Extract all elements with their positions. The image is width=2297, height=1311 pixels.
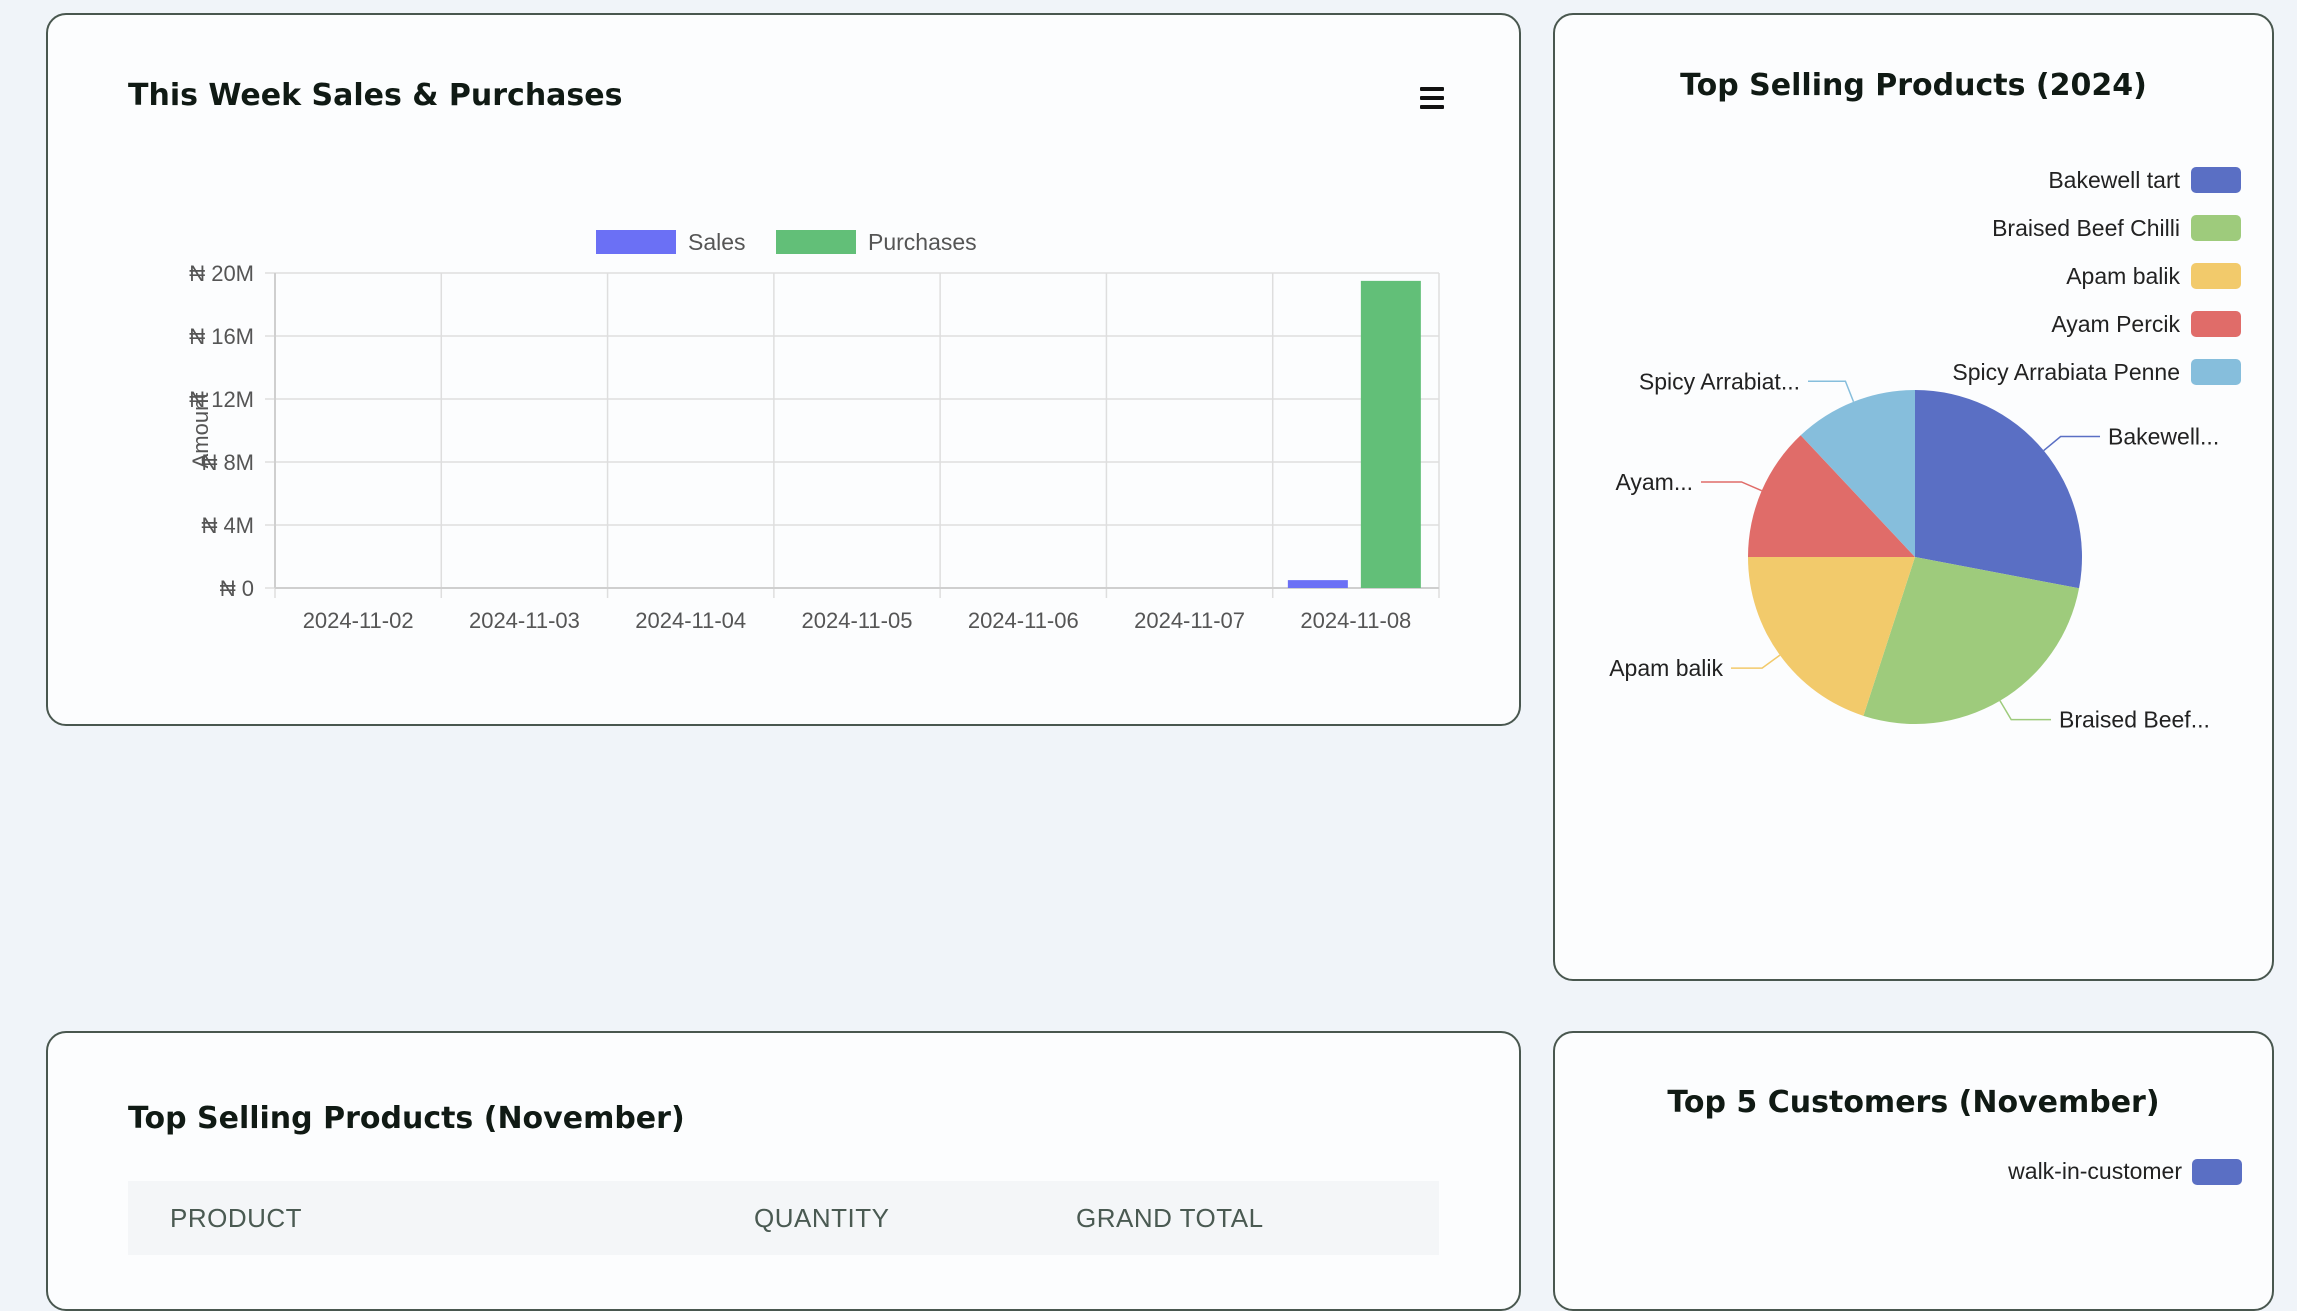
legend-label: Purchases xyxy=(868,229,977,255)
pie-slice-label: Spicy Arrabiat... xyxy=(1639,368,1800,394)
legend-label: Sales xyxy=(688,229,746,255)
top-year-card-title: Top Selling Products (2024) xyxy=(1680,68,2147,103)
top-month-card-title: Top Selling Products (November) xyxy=(128,1101,685,1136)
pie-legend-label: Bakewell tart xyxy=(2048,167,2180,193)
pie-legend-label: Apam balik xyxy=(2066,263,2180,289)
pie-leader-line xyxy=(1731,654,1781,669)
column-header-grand-total[interactable]: GRAND TOTAL xyxy=(1076,1203,1264,1233)
customers-card-title: Top 5 Customers (November) xyxy=(1667,1085,2160,1120)
bar-sales xyxy=(1287,580,1348,588)
pie-slice-label: Ayam... xyxy=(1615,469,1693,495)
pie-slice-label: Apam balik xyxy=(1609,655,1723,681)
table-header-row: PRODUCT QUANTITY GRAND TOTAL xyxy=(128,1181,1439,1255)
x-tick-label: 2024-11-03 xyxy=(469,608,580,633)
top-selling-products-month-card: Top Selling Products (November) PRODUCT … xyxy=(46,1031,1521,1311)
x-tick-label: 2024-11-07 xyxy=(1134,608,1245,633)
y-axis-title: Amount xyxy=(188,393,213,469)
sales-purchases-card: This Week Sales & Purchases ₦ 0 ₦ 4M ₦ 8M ₦… xyxy=(46,13,1521,726)
sales-card-title: This Week Sales & Purchases xyxy=(128,78,623,113)
legend-swatch xyxy=(776,230,856,254)
customers-legend-swatch xyxy=(2192,1158,2242,1185)
pie-slice-label: Braised Beef... xyxy=(2059,707,2210,733)
pie-slice[interactable] xyxy=(1748,435,1915,557)
pie-leader-line xyxy=(1808,380,1855,403)
pie-slice[interactable] xyxy=(1863,557,2080,724)
y-tick-label: ₦ 12M xyxy=(189,387,254,412)
x-tick-label: 2024-11-02 xyxy=(303,608,414,633)
bar-purchases xyxy=(1360,280,1421,588)
column-header-quantity[interactable]: QUANTITY xyxy=(754,1203,890,1233)
y-tick-label: ₦ 20M xyxy=(189,261,254,286)
pie-legend-item[interactable]: Bakewell tart xyxy=(2048,167,2241,193)
top-selling-products-year-card: Top Selling Products (2024) Bakewell tar… xyxy=(1553,13,2274,981)
pie-legend-label: Braised Beef Chilli xyxy=(1992,215,2180,241)
top-selling-products-pie-chart: Bakewell tart Braised Beef Chilli Apam bal… xyxy=(1609,167,2241,733)
customers-legend-label: walk-in-customer xyxy=(2008,1158,2182,1184)
column-header-product[interactable]: PRODUCT xyxy=(170,1203,303,1233)
pie-legend-item[interactable]: Spicy Arrabiata Penne xyxy=(1952,359,2241,385)
pie-leader-line xyxy=(1701,481,1763,492)
pie-legend-item[interactable]: Ayam Percik xyxy=(2051,311,2241,337)
y-tick-label: ₦ 8M xyxy=(201,450,254,475)
y-tick-label: ₦ 16M xyxy=(189,324,254,349)
pie-legend-swatch xyxy=(2191,311,2241,337)
customers-legend-item[interactable]: walk-in-customer xyxy=(2008,1158,2242,1185)
pie-legend-label: Spicy Arrabiata Penne xyxy=(1952,359,2180,385)
x-tick-label: 2024-11-08 xyxy=(1300,608,1411,633)
pie-legend-item[interactable]: Braised Beef Chilli xyxy=(1992,215,2241,241)
x-tick-label: 2024-11-04 xyxy=(635,608,746,633)
pie-slice[interactable] xyxy=(1748,557,1915,716)
pie-legend-swatch xyxy=(2191,263,2241,289)
pie-slice[interactable] xyxy=(1915,390,2082,589)
y-tick-label: ₦ 4M xyxy=(201,513,254,538)
top-customers-card: Top 5 Customers (November) walk-in-custo… xyxy=(1553,1031,2274,1311)
pie-legend-swatch xyxy=(2191,215,2241,241)
pie-slice-label: Bakewell... xyxy=(2108,424,2219,450)
legend-swatch xyxy=(596,230,676,254)
pie-leader-line xyxy=(1999,700,2051,721)
pie-legend-item[interactable]: Apam balik xyxy=(2066,263,2241,289)
sales-purchases-bar-chart: ₦ 0 ₦ 4M ₦ 8M ₦ 12M ₦ 16M ₦ 20M 2024-11-02 2024… xyxy=(188,229,1440,633)
y-tick-label: ₦ 0 xyxy=(220,576,254,601)
pie-legend-swatch xyxy=(2191,167,2241,193)
hamburger-menu-icon[interactable] xyxy=(1411,78,1451,118)
pie-slice[interactable] xyxy=(1800,390,1915,557)
legend-item-sales[interactable]: Sales xyxy=(596,229,746,255)
pie-legend-label: Ayam Percik xyxy=(2051,311,2180,337)
legend-item-purchases[interactable]: Purchases xyxy=(776,229,977,255)
x-tick-label: 2024-11-05 xyxy=(802,608,913,633)
pie-leader-line xyxy=(2043,435,2100,452)
x-tick-label: 2024-11-06 xyxy=(968,608,1079,633)
pie-legend-swatch xyxy=(2191,359,2241,385)
